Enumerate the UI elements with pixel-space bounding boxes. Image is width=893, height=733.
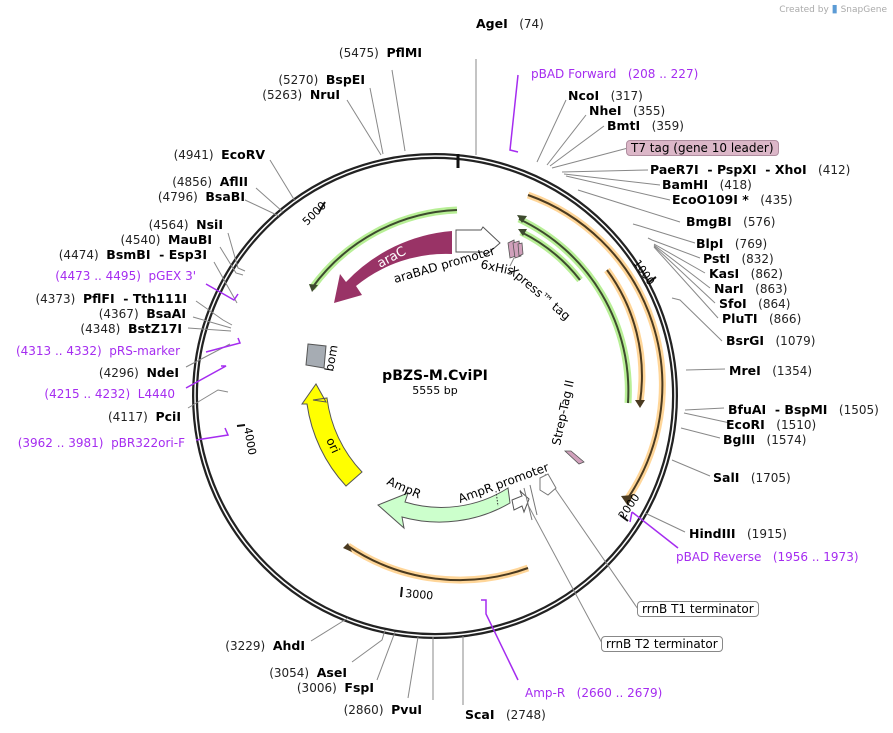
enzyme-label[interactable]: KasI (862) (709, 266, 783, 282)
t7-tag-label[interactable]: T7 tag (gene 10 leader) (626, 140, 779, 156)
rrnB-t1-terminator-label[interactable]: rrnB T1 terminator (637, 601, 759, 617)
bom-feature (305, 343, 327, 369)
enzyme-label[interactable]: NarI (863) (714, 281, 788, 297)
enzyme-label[interactable]: (2860) PvuI (343, 702, 422, 718)
enzyme-label[interactable]: BmgBI (576) (686, 214, 776, 230)
araBAD-promoter-feature (455, 226, 501, 257)
enzyme-label[interactable]: BlpI (769) (696, 236, 768, 252)
enzyme-label[interactable]: PluTI (866) (722, 311, 802, 327)
plasmid-length: 5555 bp (412, 384, 458, 397)
enzyme-label[interactable]: (4474) BsmBI - Esp3I (58, 247, 207, 263)
primer-label[interactable]: (3962 .. 3981) pBR322ori-F (17, 436, 185, 450)
ori-feature (301, 383, 363, 487)
enzyme-label[interactable]: (5263) NruI (262, 87, 340, 103)
tick-label-3000: 3000 (405, 587, 434, 602)
enzyme-label[interactable]: BsrGI (1079) (726, 333, 816, 349)
primer-label[interactable]: (4313 .. 4332) pRS-marker (15, 344, 180, 358)
plasmid-title: pBZS-M.CviPI 5555 bp (380, 368, 490, 397)
ring-tick-marks (236, 201, 657, 598)
primer-label[interactable]: Amp-R (2660 .. 2679) (525, 686, 663, 700)
enzyme-label[interactable]: (4373) PflFI - Tth111I (35, 291, 187, 307)
tick-label-4000: 4000 (241, 426, 259, 456)
enzyme-label[interactable]: (3006) FspI (296, 680, 374, 696)
enzyme-label[interactable]: (4296) NdeI (98, 365, 179, 381)
plasmid-name: pBZS-M.CviPI (382, 368, 488, 384)
enzyme-label[interactable]: (4117) PciI (107, 409, 181, 425)
enzyme-label[interactable]: SalI (1705) (713, 470, 791, 486)
enzyme-label[interactable]: ScaI (2748) (465, 707, 546, 723)
enzyme-label[interactable]: (3054) AseI (269, 665, 347, 681)
enzyme-label[interactable]: (4941) EcoRV (173, 147, 265, 163)
snapgene-name: SnapGene (840, 5, 887, 15)
ampR-feature (377, 487, 511, 530)
snapgene-branding: Created by ▮ SnapGene (779, 2, 887, 15)
enzyme-label[interactable]: (5270) BspEI (278, 72, 365, 88)
rrnB-terminator-shapes (523, 473, 557, 521)
strep-tag-label: Strep-Tag II (549, 379, 577, 447)
primer-label[interactable]: (4473 .. 4495) pGEX 3' (55, 269, 196, 283)
his-label: 6xHis (479, 257, 515, 278)
strep-tag-feature (563, 450, 585, 465)
primer-markers (185, 74, 679, 681)
primer-label[interactable]: pBAD Reverse (1956 .. 1973) (676, 550, 859, 564)
araC-feature (334, 231, 452, 303)
enzyme-label[interactable]: PaeR7I - PspXI - XhoI (412) (650, 162, 851, 178)
enzyme-label[interactable]: MreI (1354) (729, 363, 813, 379)
enzyme-label[interactable]: BfuAI - BspMI (1505) (728, 402, 879, 418)
enzyme-label[interactable]: BglII (1574) (723, 432, 807, 448)
enzyme-label[interactable]: AgeI (74) (476, 16, 544, 32)
primer-label[interactable]: pBAD Forward (208 .. 227) (531, 67, 699, 81)
snapgene-logo-icon: ▮ (831, 2, 838, 15)
enzyme-label[interactable]: (4348) BstZ17I (80, 321, 182, 337)
enzyme-label[interactable]: (3229) AhdI (225, 638, 305, 654)
xpress-label: Xpress™ tag (506, 264, 573, 324)
enzyme-label[interactable]: (4856) AflII (172, 174, 248, 190)
enzyme-label[interactable]: SfoI (864) (719, 296, 791, 312)
enzyme-leader-lines (432, 59, 731, 705)
bom-label: bom (322, 344, 340, 373)
backbone-ring (192, 153, 678, 639)
enzyme-label[interactable]: BamHI (418) (662, 177, 752, 193)
enzyme-label[interactable]: (5475) PflMI (338, 45, 422, 61)
enzyme-label[interactable]: NheI (355) (589, 103, 666, 119)
ampR-promoter-feature (511, 490, 530, 514)
enzyme-label[interactable]: (4367) BsaAI (98, 306, 186, 322)
enzyme-label[interactable]: EcoRI (1510) (726, 417, 817, 433)
orf-arc-green-outer (517, 215, 632, 404)
his-xpress-tags (507, 239, 524, 259)
enzyme-label[interactable]: (4796) BsaBI (157, 189, 245, 205)
enzyme-label[interactable]: PstI (832) (703, 251, 774, 267)
enzyme-label[interactable]: HindIII (1915) (689, 526, 787, 542)
primer-label[interactable]: (4215 .. 4232) L4440 (44, 387, 175, 401)
ori-label: ori (323, 435, 342, 455)
enzyme-label[interactable]: NcoI (317) (568, 88, 643, 104)
enzyme-label[interactable]: (4564) NsiI (148, 217, 223, 233)
enzyme-label[interactable]: EcoO109I * (435) (672, 192, 793, 208)
enzyme-label[interactable]: BmtI (359) (607, 118, 684, 134)
created-by-text: Created by (779, 5, 829, 15)
rrnB-t2-terminator-label[interactable]: rrnB T2 terminator (601, 636, 723, 652)
enzyme-label[interactable]: (4540) MauBI (120, 232, 213, 248)
